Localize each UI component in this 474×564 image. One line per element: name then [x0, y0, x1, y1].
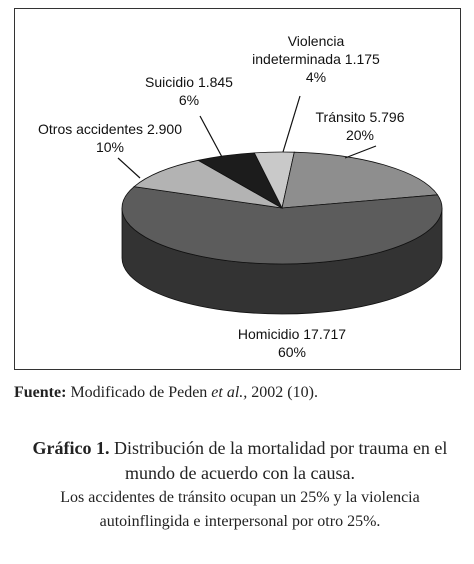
slice-label: Homicidio 17.717 60%: [212, 325, 372, 361]
pct: 4%: [305, 69, 327, 85]
leader-line: [344, 145, 377, 159]
caption: Gráfico 1. Distribución de la mortalidad…: [22, 436, 458, 534]
pct: 6%: [178, 92, 200, 108]
source-label: Fuente:: [14, 384, 67, 401]
count: 1.175: [344, 51, 380, 67]
caption-label: Gráfico 1.: [32, 438, 110, 458]
cat: Otros accidentes: [38, 121, 144, 137]
pct: 60%: [277, 344, 307, 360]
leader-line: [199, 115, 223, 158]
pie-slice: [133, 159, 283, 209]
source-italic: et al.,: [211, 384, 248, 401]
pie-slice: [281, 151, 439, 209]
chart-frame: [14, 8, 461, 370]
pie-slice: [121, 186, 443, 265]
cat: Tránsito: [315, 109, 366, 125]
source: Fuente: Modificado de Peden et al., 2002…: [14, 384, 318, 402]
pie-slice: [197, 152, 283, 210]
leader-line: [117, 157, 141, 179]
count: 5.796: [369, 109, 405, 125]
slice-label: Otros accidentes 2.900 10%: [25, 120, 195, 156]
pct: 20%: [345, 127, 375, 143]
leader-line: [282, 95, 301, 153]
cat: Suicidio: [145, 74, 195, 90]
source-rest: 2002 (10).: [251, 384, 318, 401]
slice-label: Violencia indeterminada 1.175 4%: [250, 32, 382, 86]
caption-title: Distribución de la mortalidad por trauma…: [114, 438, 448, 483]
source-text: Modificado de Peden: [70, 384, 208, 401]
slice-label: Tránsito 5.796 20%: [305, 108, 415, 144]
slice-label: Suicidio 1.845 6%: [129, 73, 249, 109]
chart: [117, 95, 443, 315]
cat: Homicidio: [237, 326, 300, 342]
count: 2.900: [146, 121, 182, 137]
caption-note: Los accidentes de tránsito ocupan un 25%…: [60, 489, 420, 530]
count: 17.717: [303, 326, 347, 342]
pct: 10%: [95, 139, 125, 155]
cat: Violencia indeterminada: [252, 33, 345, 67]
count: 1.845: [197, 74, 233, 90]
